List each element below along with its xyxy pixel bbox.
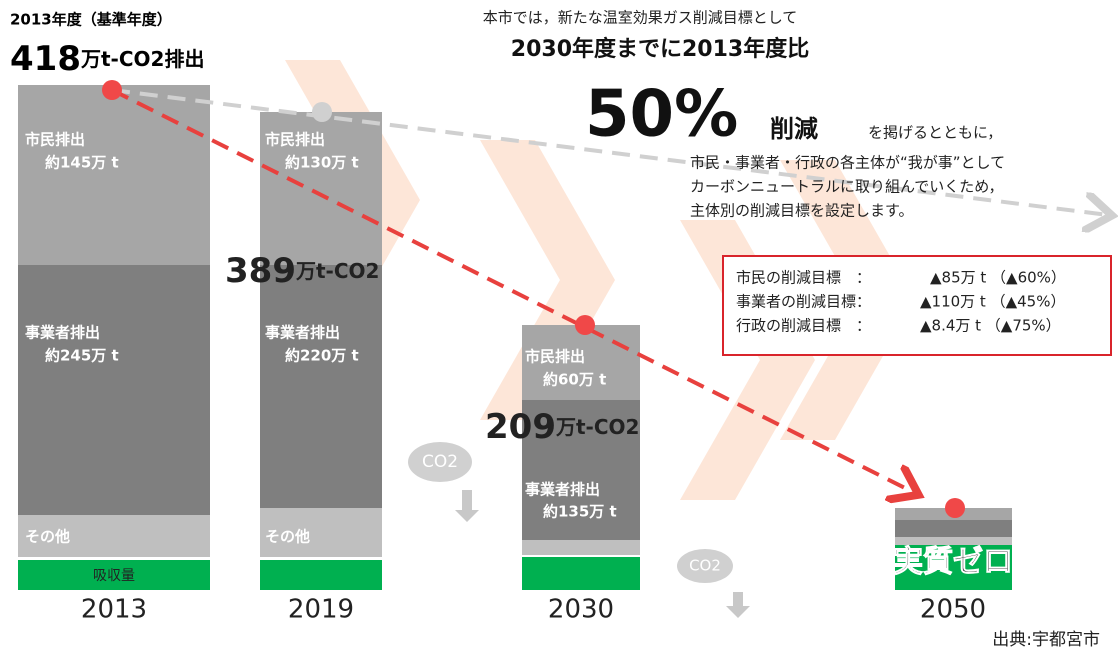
year: 2030 [548,595,614,625]
segment-business [895,520,1012,537]
label: 事業者排出 [265,324,340,342]
co2-label: CO2 [422,452,458,472]
label: 事業者排出 [525,481,600,499]
paragraph: 市民・事業者・行政の各主体が“我が事”として [690,154,1005,172]
segment-other [260,508,382,557]
arrow [455,490,479,522]
label: 約245万 t [45,347,119,365]
year: 2013 [81,595,147,625]
label: その他 [25,528,70,546]
target-label: 行政の削減目標 ： [736,317,871,335]
segment-citizen [260,112,382,265]
dot [575,315,595,335]
co2-cloud: CO2 [408,442,479,522]
co2-label: CO2 [689,557,721,575]
intro-line: 本市では，新たな温室効果ガス削減目標として [483,9,798,27]
cloud [677,549,733,583]
label: その他 [265,528,310,546]
target-value: ▲8.4万 t （▲75%） [920,317,1061,335]
target-label: 市民の削減目標 ： [736,269,871,287]
segment-absorb [895,545,1012,590]
arrow [726,592,750,618]
label: 吸収量 [93,568,135,584]
segment-absorb [522,557,640,590]
segment-other [522,540,640,555]
paragraph: カーボンニュートラルに取り組んでいくため， [690,178,1004,196]
net-zero: 実質ゼロ [893,545,1013,580]
reduce: 削減 [770,115,818,143]
label: 市民排出 [265,131,325,149]
paragraph: 主体別の削減目標を設定します。 [690,202,914,220]
year: 2019 [288,595,354,625]
target-value: ▲85万 t （▲60%） [930,269,1066,287]
label: 約60万 t [543,371,606,389]
year: 2050 [920,595,986,625]
total-unit: 万t-CO2 [555,415,639,439]
label: 約135万 t [543,503,617,521]
segment-absorb [260,560,382,590]
base-total: 418万t-CO2排出 [10,39,204,79]
dot [312,102,332,122]
segment-citizen [522,325,640,400]
label: 市民排出 [525,348,585,366]
dot [945,498,965,518]
base-value: 418 [10,39,81,79]
label: 約130万 t [285,154,359,172]
segment-business [522,400,640,540]
percent: 50% [585,78,738,152]
intro-headline: 2030年度までに2013年度比 [511,36,809,62]
label: 約220万 t [285,347,359,365]
segment-business [260,265,382,508]
segment-citizen [18,85,210,265]
total-value: 209 [485,407,556,447]
target-box [722,255,1112,356]
base-year: 2013年度（基準年度） [10,11,172,29]
total: 389万t-CO2 [225,251,379,291]
label: 市民排出 [25,131,85,149]
intro-tail: を掲げるとともに， [868,124,1002,142]
total: 209万t-CO2 [485,407,639,447]
target-label: 事業者の削減目標： [736,293,871,311]
target-line [111,88,915,493]
dot [102,80,122,100]
co2-cloud: CO2 [677,549,750,618]
segment-absorb [18,560,210,590]
cloud [408,442,472,482]
segment-other [18,515,210,557]
label: 約145万 t [45,154,119,172]
label: 事業者排出 [25,324,100,342]
source: 出典:宇都宮市 [992,630,1100,650]
target-value: ▲110万 t （▲45%） [920,293,1065,311]
base-unit: 万t-CO2排出 [80,47,204,71]
segment-business [18,265,210,515]
total-unit: 万t-CO2 [295,259,379,283]
segment-other [895,537,1012,545]
total-value: 389 [225,251,296,291]
